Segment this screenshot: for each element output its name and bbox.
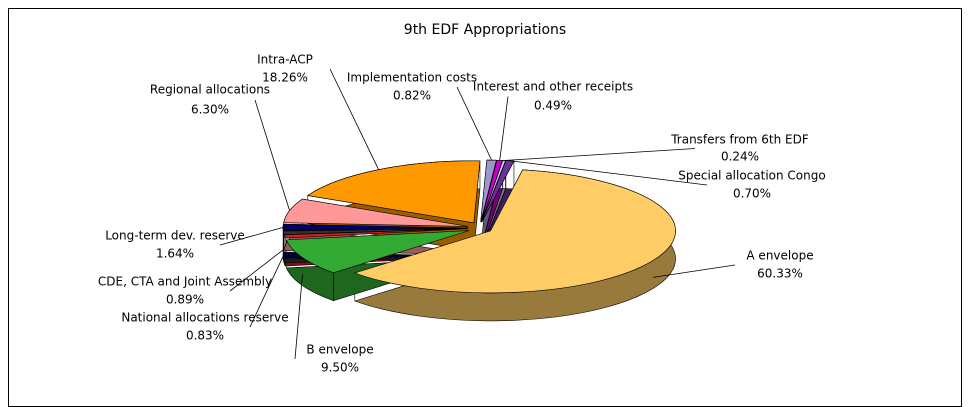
- leader-line: [499, 96, 509, 161]
- leader-line: [504, 148, 696, 161]
- slice-label: Implementation costs: [347, 71, 477, 85]
- slice-label: Transfers from 6th EDF: [670, 133, 809, 147]
- slice-value: 9.50%: [321, 361, 359, 375]
- slice-label: Intra-ACP: [257, 53, 313, 67]
- slice-value: 1.64%: [156, 247, 194, 261]
- slice-value: 60.33%: [757, 267, 803, 281]
- pie-slice: [283, 228, 469, 239]
- chart-title: 9th EDF Appropriations: [404, 22, 566, 38]
- slice-value: 0.83%: [186, 329, 224, 343]
- slice-value: 0.82%: [393, 89, 431, 103]
- leader-line: [652, 264, 736, 278]
- leader-line: [456, 86, 492, 161]
- pie-tops: [282, 159, 676, 294]
- leader-line: [509, 160, 708, 186]
- slice-value: 0.49%: [534, 99, 572, 113]
- leader-line: [254, 99, 290, 211]
- slice-label: Long-term dev. reserve: [105, 229, 245, 243]
- leader-line: [249, 253, 285, 328]
- slice-label: Special allocation Congo: [678, 169, 825, 183]
- pie-slice: [306, 160, 481, 224]
- slice-label: CDE, CTA and Joint Assembly: [98, 275, 272, 289]
- slice-label: B envelope: [306, 343, 373, 357]
- slice-value: 0.89%: [166, 293, 204, 307]
- pie-slice: [285, 230, 470, 274]
- pie-slice: [282, 228, 469, 235]
- leader-line: [219, 226, 284, 246]
- slice-label: A envelope: [746, 249, 813, 263]
- pie-slice: [283, 198, 469, 227]
- leader-line: [329, 68, 379, 170]
- slice-value: 18.26%: [262, 71, 308, 85]
- leader-line: [294, 274, 303, 360]
- slice-value: 6.30%: [191, 103, 229, 117]
- leader-line: [229, 249, 284, 292]
- slice-label: National allocations reserve: [121, 311, 288, 325]
- slice-value: 0.24%: [721, 150, 759, 164]
- slice-value: 0.70%: [733, 187, 771, 201]
- slice-label: Regional allocations: [150, 83, 270, 97]
- pie-slice: [353, 169, 676, 294]
- slice-label: Interest and other receipts: [473, 80, 633, 94]
